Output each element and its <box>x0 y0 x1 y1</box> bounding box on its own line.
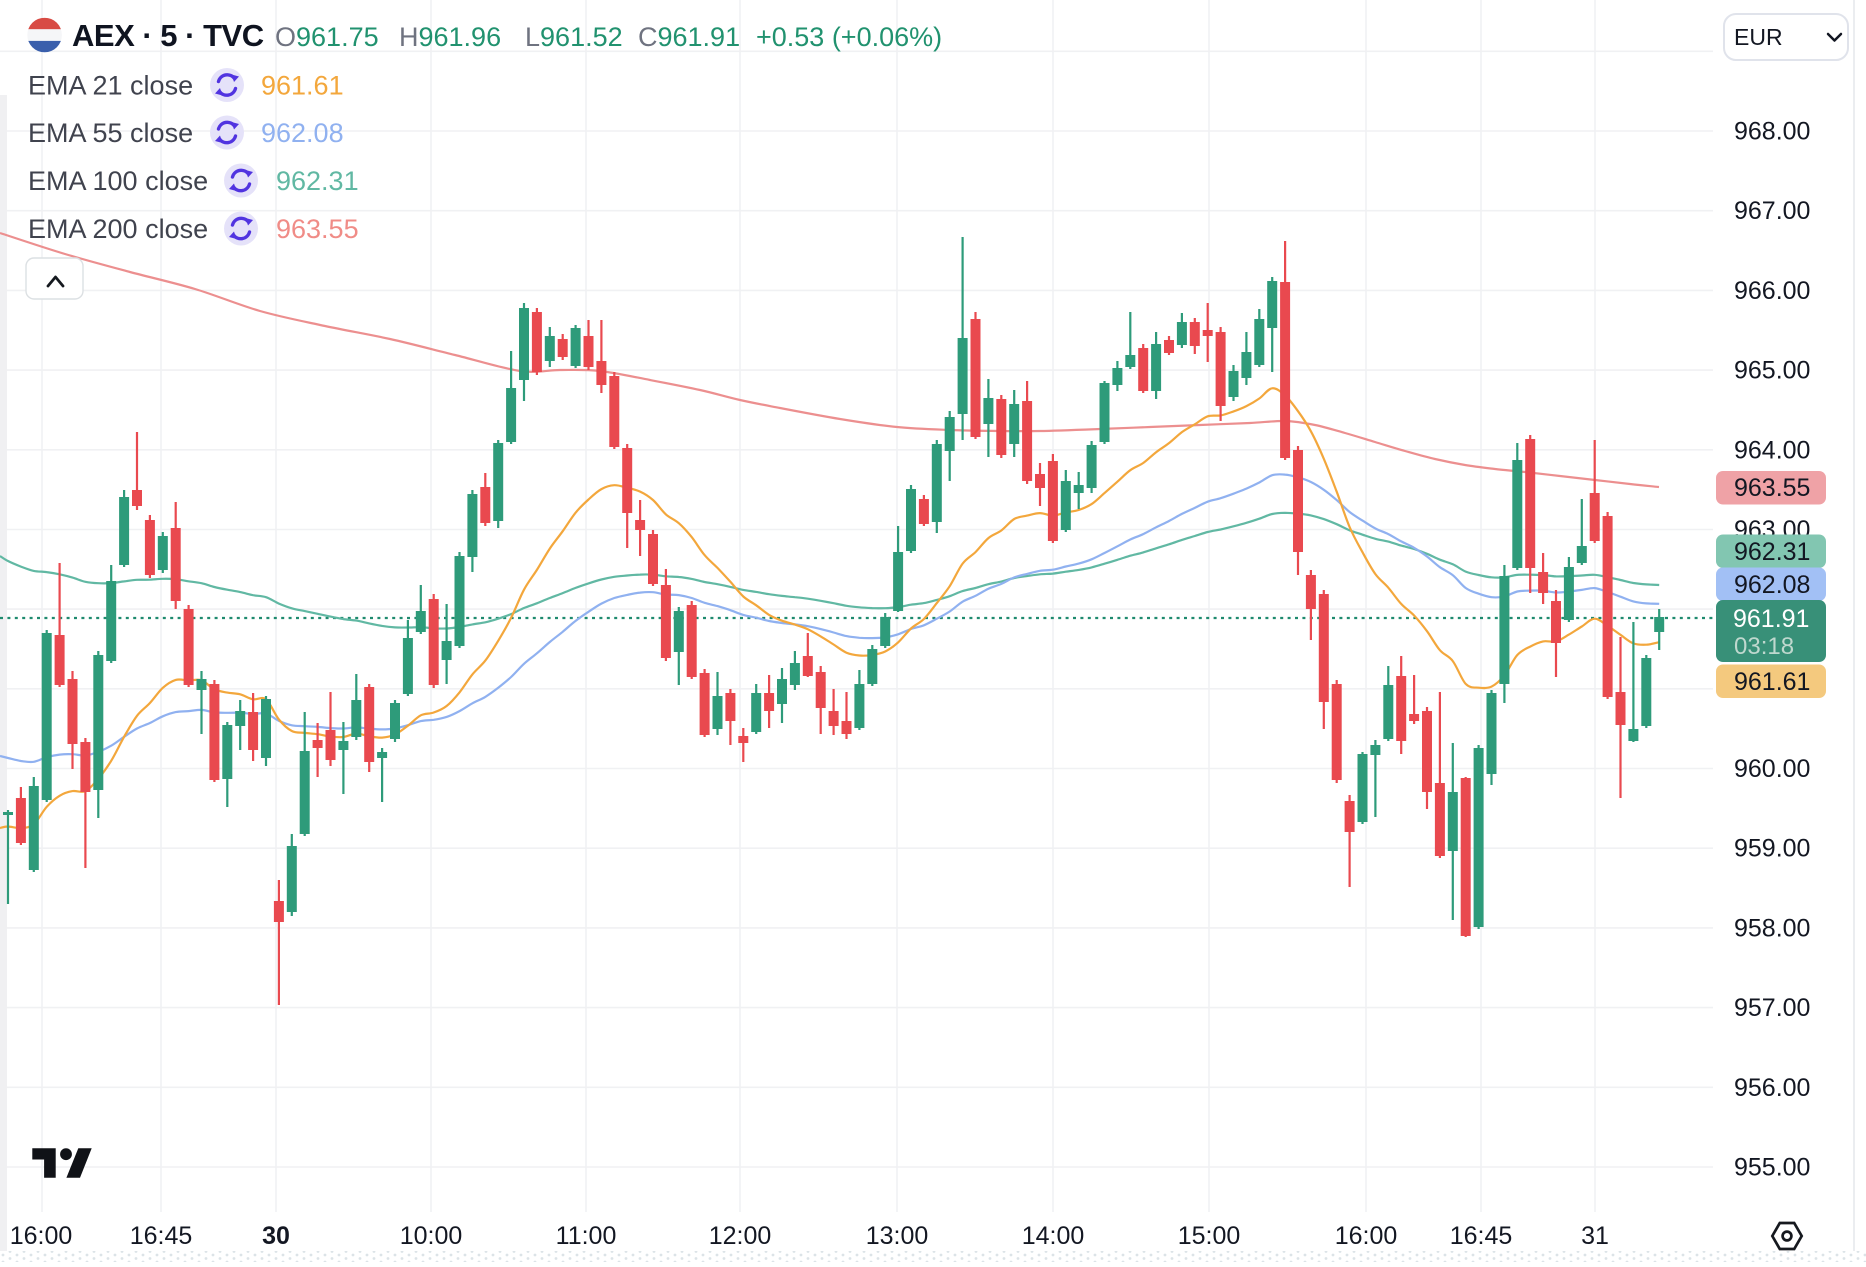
svg-text:962.08: 962.08 <box>1734 571 1810 599</box>
svg-text:956.00: 956.00 <box>1734 1074 1810 1102</box>
svg-text:12:00: 12:00 <box>709 1222 772 1250</box>
svg-text:965.00: 965.00 <box>1734 357 1810 385</box>
svg-text:31: 31 <box>1581 1222 1609 1250</box>
svg-text:962.31: 962.31 <box>276 166 359 196</box>
svg-text:955.00: 955.00 <box>1734 1154 1810 1182</box>
svg-text:EMA 21 close: EMA 21 close <box>28 71 193 101</box>
svg-text:959.00: 959.00 <box>1734 835 1810 863</box>
svg-text:16:45: 16:45 <box>130 1222 193 1250</box>
svg-text:958.00: 958.00 <box>1734 914 1810 942</box>
svg-text:964.00: 964.00 <box>1734 436 1810 464</box>
svg-text:03:18: 03:18 <box>1734 633 1794 660</box>
svg-text:EMA 200 close: EMA 200 close <box>28 214 208 244</box>
svg-text:11:00: 11:00 <box>556 1222 617 1250</box>
svg-text:13:00: 13:00 <box>866 1222 929 1250</box>
svg-text:16:45: 16:45 <box>1450 1222 1513 1250</box>
svg-text:957.00: 957.00 <box>1734 994 1810 1022</box>
svg-text:15:00: 15:00 <box>1178 1222 1241 1250</box>
svg-text:16:00: 16:00 <box>1335 1222 1398 1250</box>
svg-text:EMA 100 close: EMA 100 close <box>28 166 208 196</box>
svg-text:961.91: 961.91 <box>1733 605 1809 633</box>
svg-text:962.08: 962.08 <box>261 118 344 148</box>
svg-text:962.31: 962.31 <box>1734 538 1810 566</box>
svg-text:963.55: 963.55 <box>1734 474 1810 502</box>
svg-text:EUR: EUR <box>1734 24 1783 50</box>
svg-text:960.00: 960.00 <box>1734 755 1810 783</box>
svg-text:961.61: 961.61 <box>1734 668 1810 696</box>
svg-text:10:00: 10:00 <box>400 1222 463 1250</box>
svg-text:961.61: 961.61 <box>261 71 344 101</box>
svg-text:966.00: 966.00 <box>1734 277 1810 305</box>
svg-text:EMA 55 close: EMA 55 close <box>28 118 193 148</box>
svg-text:968.00: 968.00 <box>1734 118 1810 146</box>
svg-text:16:00: 16:00 <box>10 1222 73 1250</box>
svg-text:14:00: 14:00 <box>1022 1222 1085 1250</box>
svg-text:30: 30 <box>262 1222 290 1250</box>
svg-text:967.00: 967.00 <box>1734 197 1810 225</box>
svg-text:AEX · 5 · TVC: AEX · 5 · TVC <box>72 18 264 53</box>
svg-text:963.55: 963.55 <box>276 214 359 244</box>
